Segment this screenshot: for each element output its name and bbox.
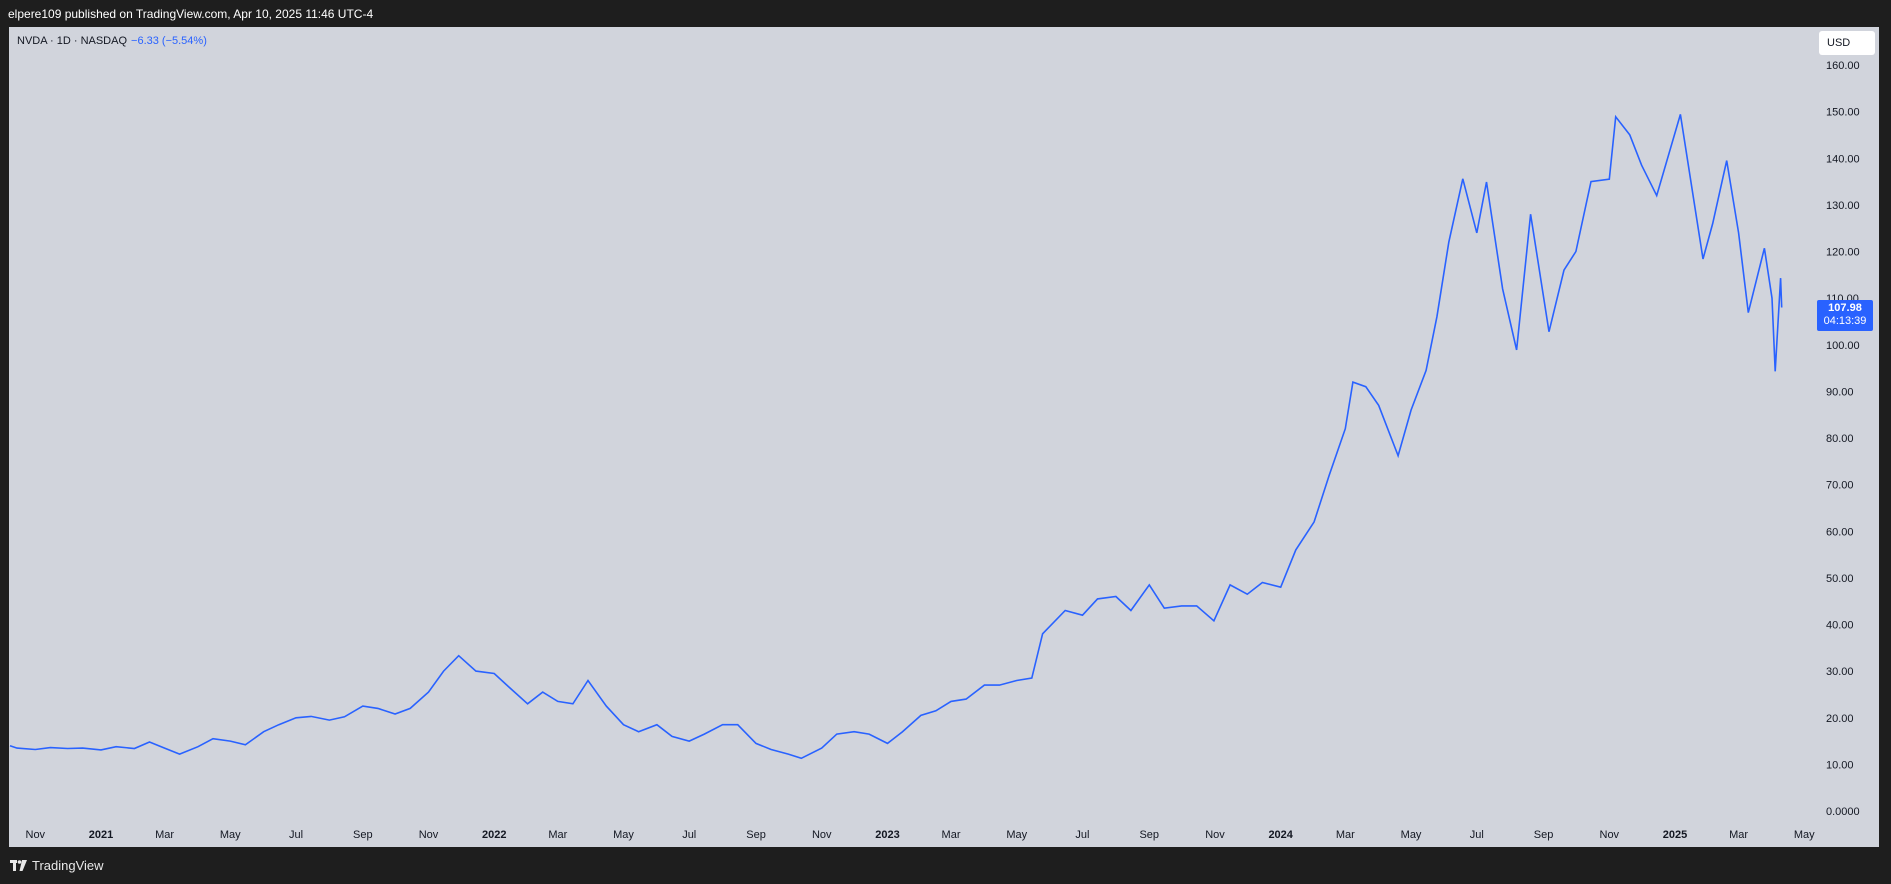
x-axis: Nov 2021 Mar May Jul Sep Nov 2022 Mar May Jul Sep No… <box>26 829 1816 841</box>
x-tick-label: Sep <box>353 829 373 841</box>
x-tick-label: Jul <box>1470 829 1484 841</box>
x-tick-label: 2023 <box>875 829 899 841</box>
x-tick-label: 2022 <box>482 829 506 841</box>
currency-button[interactable]: USD <box>1819 31 1875 55</box>
y-axis: 160.00150.00140.00130.00120.00110.00100.… <box>1826 60 1860 818</box>
footer-bar <box>0 848 1891 884</box>
price-line <box>9 114 1783 760</box>
x-tick-label: 2021 <box>89 829 113 841</box>
y-tick-label: 30.00 <box>1826 666 1854 678</box>
bar-countdown: 04:13:39 <box>1823 315 1867 327</box>
y-tick-label: 50.00 <box>1826 573 1854 585</box>
y-tick-label: 60.00 <box>1826 526 1854 538</box>
x-tick-label: Jul <box>289 829 303 841</box>
x-tick-label: Nov <box>1600 829 1620 841</box>
x-tick-label: Nov <box>419 829 439 841</box>
x-tick-label: Jul <box>682 829 696 841</box>
x-tick-label: Nov <box>812 829 832 841</box>
x-tick-label: Nov <box>26 829 46 841</box>
published-text: elpere109 published on TradingView.com, … <box>8 7 374 21</box>
y-tick-label: 120.00 <box>1826 247 1860 259</box>
x-tick-label: Jul <box>1075 829 1089 841</box>
chart-pane[interactable] <box>9 27 1879 847</box>
x-tick-label: Sep <box>1534 829 1554 841</box>
x-tick-label: May <box>220 829 241 841</box>
symbol-info[interactable]: NVDA · 1D · NASDAQ <box>17 35 128 47</box>
x-tick-label: Sep <box>1139 829 1159 841</box>
y-tick-label: 160.00 <box>1826 60 1860 72</box>
y-tick-label: 40.00 <box>1826 620 1854 632</box>
x-tick-label: Sep <box>746 829 766 841</box>
x-tick-label: Mar <box>548 829 567 841</box>
x-tick-label: 2024 <box>1268 829 1293 841</box>
y-tick-label: 130.00 <box>1826 200 1860 212</box>
last-price-label: 107.98 04:13:39 <box>1817 300 1873 331</box>
x-tick-label: Mar <box>1729 829 1748 841</box>
y-tick-label: 10.00 <box>1826 759 1854 771</box>
x-tick-label: May <box>1401 829 1422 841</box>
x-tick-label: Mar <box>1336 829 1355 841</box>
tradingview-logo[interactable]: TradingView <box>10 858 104 873</box>
brand-name: TradingView <box>32 858 104 873</box>
x-tick-label: May <box>1006 829 1027 841</box>
symbol-legend[interactable]: NVDA · 1D · NASDAQ −6.33 (−5.54%) <box>17 35 207 47</box>
y-tick-label: 0.0000 <box>1826 806 1860 818</box>
y-tick-label: 70.00 <box>1826 480 1854 492</box>
price-change: −6.33 (−5.54%) <box>131 35 207 47</box>
y-tick-label: 90.00 <box>1826 386 1854 398</box>
x-tick-label: May <box>613 829 634 841</box>
y-tick-label: 80.00 <box>1826 433 1854 445</box>
x-tick-label: 2025 <box>1663 829 1687 841</box>
y-tick-label: 100.00 <box>1826 340 1860 352</box>
y-tick-label: 20.00 <box>1826 713 1854 725</box>
publish-header: elpere109 published on TradingView.com, … <box>0 0 1891 27</box>
y-tick-label: 140.00 <box>1826 153 1860 165</box>
y-tick-label: 150.00 <box>1826 107 1860 119</box>
last-price: 107.98 <box>1828 302 1862 314</box>
x-tick-label: Nov <box>1205 829 1225 841</box>
x-tick-label: Mar <box>155 829 174 841</box>
tradingview-icon <box>10 860 27 871</box>
x-tick-label: May <box>1794 829 1815 841</box>
x-tick-label: Mar <box>942 829 961 841</box>
